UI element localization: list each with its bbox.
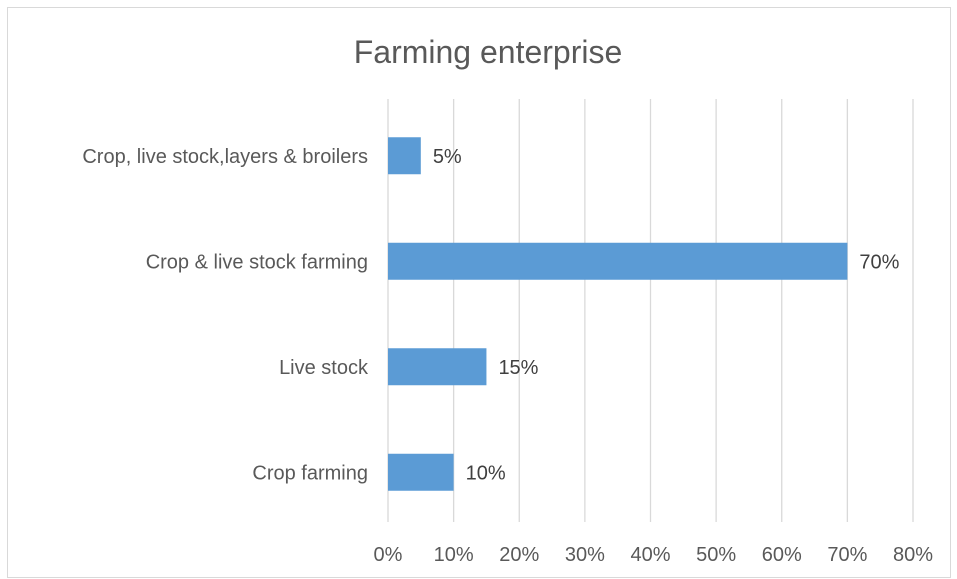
data-label: 10%	[466, 462, 506, 484]
bar	[388, 348, 487, 386]
category-label: Crop & live stock farming	[146, 251, 368, 273]
category-label: Crop farming	[252, 462, 368, 484]
data-labels: 10% 15% 70% 5%	[433, 146, 900, 485]
category-label: Crop, live stock,layers & broilers	[82, 146, 368, 168]
gridlines	[387, 99, 914, 522]
x-tick-label: 70%	[827, 544, 867, 566]
x-tick-label: 0%	[374, 544, 403, 566]
x-tick-label: 30%	[565, 544, 605, 566]
x-tick-label: 20%	[499, 544, 539, 566]
bar	[388, 137, 421, 175]
x-tick-label: 40%	[630, 544, 670, 566]
data-label: 70%	[859, 251, 899, 273]
data-label: 15%	[498, 357, 538, 379]
x-tick-label: 80%	[893, 544, 933, 566]
bar	[388, 453, 454, 491]
x-tick-label: 60%	[762, 544, 802, 566]
bars	[388, 137, 848, 491]
x-axis-tick-labels: 0% 10% 20% 30% 40% 50% 60% 70% 80%	[374, 544, 934, 566]
chart-title: Farming enterprise	[354, 34, 623, 70]
bar	[388, 242, 848, 280]
x-tick-label: 50%	[696, 544, 736, 566]
category-labels: Crop farming Live stock Crop & live stock…	[82, 146, 369, 485]
category-label: Live stock	[279, 357, 369, 379]
chart-border	[7, 7, 951, 578]
x-tick-label: 10%	[434, 544, 474, 566]
data-label: 5%	[433, 146, 462, 168]
